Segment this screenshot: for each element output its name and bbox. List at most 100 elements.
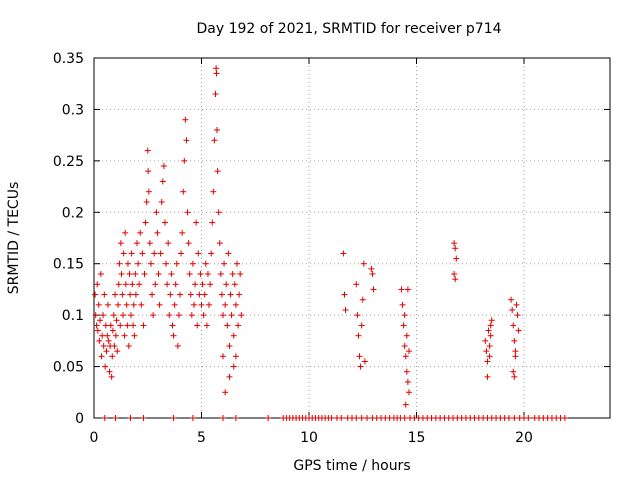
data-point (206, 301, 213, 308)
data-point (95, 301, 102, 308)
data-point (188, 312, 195, 319)
data-point (186, 271, 193, 277)
data-point (512, 353, 519, 360)
data-point (401, 415, 408, 421)
data-point (222, 301, 229, 308)
data-point (147, 260, 154, 267)
data-point (199, 281, 206, 288)
data-point (486, 343, 493, 349)
data-point (328, 415, 335, 421)
data-point (112, 332, 119, 339)
data-point (511, 373, 518, 380)
data-point (177, 291, 183, 298)
data-point (185, 240, 192, 247)
data-point (483, 348, 490, 355)
data-point (216, 240, 223, 247)
data-point (132, 271, 139, 277)
data-point (229, 271, 236, 277)
y-tick-label: 0.2 (62, 205, 84, 221)
y-tick-label: 0.1 (62, 308, 84, 324)
data-point (202, 260, 209, 267)
y-tick-label: 0.15 (53, 257, 84, 273)
data-point (127, 415, 134, 421)
data-point (511, 415, 518, 421)
data-point (94, 281, 101, 288)
data-point (146, 240, 153, 247)
data-point (228, 312, 235, 319)
data-point (403, 332, 410, 339)
data-point (153, 209, 160, 216)
data-point (224, 322, 231, 329)
data-point (126, 271, 133, 277)
data-point (265, 415, 272, 421)
data-point (96, 337, 103, 344)
data-point (510, 322, 517, 329)
data-point (100, 312, 107, 319)
data-point (97, 317, 104, 324)
data-point (220, 415, 226, 421)
data-point (360, 260, 367, 267)
data-point (209, 219, 216, 226)
plot-frame (93, 57, 611, 419)
data-point (211, 137, 218, 144)
data-point (515, 327, 522, 334)
data-point (401, 343, 408, 349)
data-point (404, 379, 411, 385)
data-point (198, 301, 205, 308)
data-point (109, 327, 116, 334)
data-point (145, 168, 152, 175)
data-point (135, 260, 142, 267)
data-point (338, 415, 345, 421)
data-point (514, 312, 521, 319)
data-point (405, 348, 412, 355)
data-point (172, 281, 179, 288)
data-point (116, 260, 123, 267)
data-point (214, 168, 221, 175)
data-point (488, 317, 495, 324)
data-point (132, 291, 139, 298)
data-point (125, 343, 132, 349)
data-point (509, 307, 516, 313)
data-point (180, 188, 187, 195)
data-point (513, 301, 520, 308)
data-point (139, 250, 146, 257)
data-point (230, 332, 237, 339)
data-point (364, 415, 371, 421)
data-point (235, 322, 242, 329)
data-point (174, 343, 181, 349)
data-point (181, 157, 188, 164)
data-point (98, 353, 105, 360)
data-point (505, 415, 512, 421)
data-point (150, 312, 157, 319)
data-point (124, 322, 131, 329)
data-point (508, 296, 515, 303)
data-point (114, 348, 121, 355)
x-axis-title: GPS time / hours (293, 458, 410, 474)
data-point (94, 327, 101, 334)
data-point (179, 229, 186, 236)
data-point (160, 163, 167, 169)
data-point (484, 373, 491, 380)
data-point (236, 291, 243, 298)
axis-ticks (93, 57, 610, 419)
data-point (118, 271, 125, 277)
data-point (130, 322, 137, 329)
data-point (398, 286, 405, 293)
data-point (189, 260, 196, 267)
data-point (141, 271, 148, 277)
data-point (115, 281, 122, 288)
data-point (183, 137, 190, 144)
data-point (103, 348, 110, 355)
x-tick-label: 5 (197, 430, 206, 446)
data-point (130, 301, 137, 308)
data-point (165, 240, 172, 247)
x-tick-label: 20 (515, 430, 533, 446)
data-point (487, 332, 494, 339)
data-point (166, 312, 173, 319)
data-point (227, 291, 234, 298)
y-tick-labels: 0 0.05 0.1 0.15 0.2 0.25 0.3 0.35 (53, 51, 84, 427)
data-point (152, 281, 159, 288)
data-point (200, 312, 207, 319)
data-point (117, 322, 124, 329)
data-point (512, 348, 519, 355)
